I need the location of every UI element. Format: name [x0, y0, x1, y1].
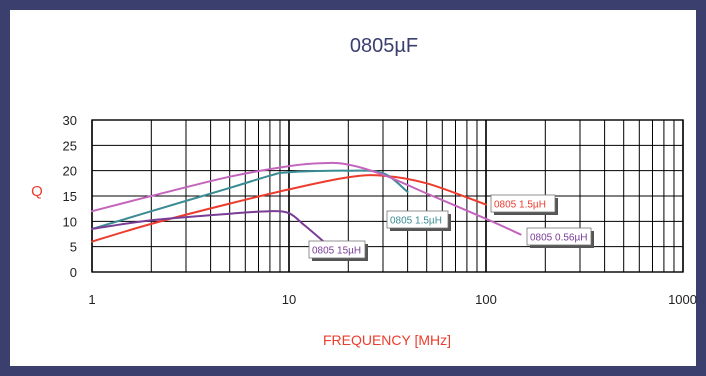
x-tick-label: 10: [282, 292, 296, 307]
y-tick-label: 15: [63, 189, 77, 204]
svg-text:0805 1.5µH: 0805 1.5µH: [390, 216, 442, 227]
series-line-red-1-5uh: [91, 174, 487, 243]
y-tick-label: 30: [63, 113, 77, 128]
y-tick-label: 5: [70, 240, 77, 255]
chart-title: 0805µF: [350, 35, 418, 57]
tick-labels: 0 5 10 15 20 25 30 1 10 100 1000: [63, 113, 697, 307]
y-tick-label: 10: [63, 214, 77, 229]
y-tick-label: 20: [63, 164, 77, 179]
svg-text:0805 0.56µH: 0805 0.56µH: [530, 233, 587, 244]
y-tick-label: 0: [70, 265, 77, 280]
x-tick-label: 100: [475, 292, 497, 307]
annotation-label: 0805 0.56µH: [526, 227, 594, 248]
y-tick-label: 25: [63, 138, 77, 153]
x-tick-label: 1: [88, 292, 95, 307]
x-axis-label: FREQUENCY [MHz]: [323, 332, 451, 348]
y-axis-label: Q: [31, 183, 43, 200]
series-line-teal-1-5uh: [91, 169, 409, 230]
x-tick-label: 1000: [668, 292, 697, 307]
svg-text:0805 1.5µH: 0805 1.5µH: [494, 200, 546, 211]
series-line-purple-15uh: [91, 210, 325, 243]
svg-text:0805 15µH: 0805 15µH: [312, 246, 361, 257]
series-lines: [91, 161, 522, 243]
annotation-label: 0805 1.5µH: [386, 210, 451, 231]
annotation-labels: 0805 1.5µH 0805 1.5µH 0805 0.56µH 0805 15µH: [308, 194, 594, 261]
series-line-pink-0-56uh: [91, 161, 522, 236]
annotation-label: 0805 1.5µH: [490, 194, 558, 215]
annotation-label: 0805 15µH: [308, 240, 368, 261]
grid: [91, 119, 684, 273]
